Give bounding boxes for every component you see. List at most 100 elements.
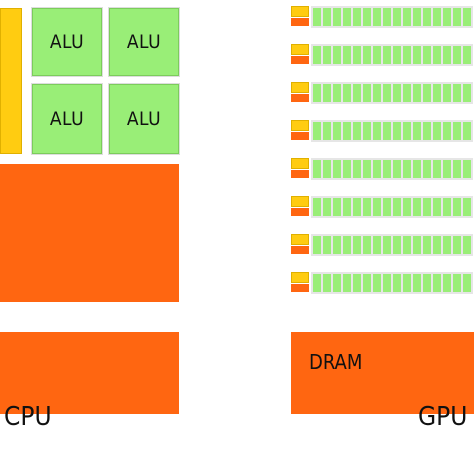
cpu-alu-4: ALU: [109, 84, 179, 154]
gpu-alu-cell: [343, 84, 351, 102]
gpu-alu-cell: [333, 198, 341, 216]
gpu-alu-cell: [423, 236, 431, 254]
gpu-cache-block: [291, 56, 309, 64]
gpu-alu-cell: [443, 274, 451, 292]
gpu-alu-cell: [353, 274, 361, 292]
gpu-alu-cell: [363, 236, 371, 254]
gpu-control-block: [291, 120, 309, 131]
gpu-alu-cell: [423, 46, 431, 64]
gpu-alu-cell: [343, 46, 351, 64]
gpu-row-control-cache: [291, 44, 309, 66]
gpu-control-block: [291, 234, 309, 245]
cpu-alu-3: ALU: [32, 84, 102, 154]
gpu-alu-cell: [453, 198, 461, 216]
gpu-alu-cell: [323, 84, 331, 102]
gpu-alu-cell: [443, 236, 451, 254]
gpu-alu-cell: [433, 160, 441, 178]
gpu-alu-cell: [353, 46, 361, 64]
gpu-alu-cell: [423, 274, 431, 292]
gpu-alu-cell: [313, 46, 321, 64]
gpu-alu-cell: [403, 274, 411, 292]
gpu-alu-cell: [353, 8, 361, 26]
gpu-alu-cell: [433, 198, 441, 216]
gpu-row: [291, 44, 473, 66]
gpu-alu-cell: [413, 198, 421, 216]
gpu-alu-cell: [403, 122, 411, 140]
gpu-alu-cell: [343, 198, 351, 216]
gpu-alu-cell: [433, 8, 441, 26]
gpu-alu-cell: [413, 8, 421, 26]
gpu-alu-cell: [453, 236, 461, 254]
gpu-alu-cell: [383, 274, 391, 292]
gpu-alu-cell: [423, 198, 431, 216]
gpu-row-control-cache: [291, 6, 309, 28]
gpu-alu-cell: [343, 236, 351, 254]
gpu-row-control-cache: [291, 120, 309, 142]
gpu-alu-cell: [393, 46, 401, 64]
gpu-row: [291, 120, 473, 142]
gpu-alu-cell: [323, 160, 331, 178]
gpu-alu-cell: [433, 122, 441, 140]
gpu-alu-cell: [413, 274, 421, 292]
gpu-alu-cell: [313, 122, 321, 140]
gpu-alu-cell: [333, 274, 341, 292]
gpu-alu-cell: [313, 160, 321, 178]
gpu-alu-cell: [353, 84, 361, 102]
gpu-alu-cell: [363, 198, 371, 216]
gpu-alu-cell: [403, 8, 411, 26]
gpu-alu-cell: [423, 84, 431, 102]
gpu-alu-row: [311, 272, 473, 294]
gpu-alu-cell: [403, 198, 411, 216]
gpu-alu-cell: [373, 274, 381, 292]
gpu-alu-row: [311, 120, 473, 142]
gpu-alu-cell: [383, 8, 391, 26]
gpu-alu-cell: [463, 46, 471, 64]
gpu-alu-cell: [333, 46, 341, 64]
gpu-alu-cell: [373, 46, 381, 64]
gpu-alu-cell: [413, 160, 421, 178]
gpu-alu-cell: [363, 122, 371, 140]
gpu-row-control-cache: [291, 196, 309, 218]
gpu-alu-cell: [463, 84, 471, 102]
gpu-alu-cell: [443, 198, 451, 216]
gpu-alu-cell: [363, 160, 371, 178]
gpu-alu-cell: [353, 236, 361, 254]
gpu-alu-cell: [433, 236, 441, 254]
gpu-alu-cell: [373, 160, 381, 178]
gpu-alu-cell: [463, 236, 471, 254]
gpu-alu-cell: [393, 8, 401, 26]
gpu-alu-cell: [313, 198, 321, 216]
gpu-control-block: [291, 82, 309, 93]
gpu-alu-cell: [323, 122, 331, 140]
gpu-control-block: [291, 158, 309, 169]
gpu-cache-block: [291, 94, 309, 102]
gpu-alu-cell: [423, 8, 431, 26]
gpu-alu-cell: [443, 84, 451, 102]
gpu-caption: GPU: [418, 402, 468, 432]
cpu-control-block: [0, 8, 22, 154]
gpu-alu-cell: [363, 84, 371, 102]
gpu-alu-cell: [393, 84, 401, 102]
gpu-dram-block: DRAM: [291, 332, 474, 414]
gpu-alu-cell: [393, 122, 401, 140]
gpu-control-block: [291, 272, 309, 283]
gpu-alu-row: [311, 82, 473, 104]
gpu-alu-cell: [423, 122, 431, 140]
gpu-control-block: [291, 44, 309, 55]
gpu-alu-cell: [333, 160, 341, 178]
gpu-alu-row: [311, 196, 473, 218]
gpu-control-block: [291, 6, 309, 17]
gpu-alu-cell: [453, 8, 461, 26]
gpu-alu-cell: [383, 160, 391, 178]
gpu-alu-row: [311, 234, 473, 256]
gpu-alu-cell: [463, 122, 471, 140]
gpu-alu-cell: [433, 46, 441, 64]
gpu-alu-cell: [343, 8, 351, 26]
gpu-row: [291, 6, 473, 28]
gpu-alu-cell: [363, 46, 371, 64]
gpu-alu-cell: [333, 8, 341, 26]
gpu-row-control-cache: [291, 158, 309, 180]
gpu-alu-cell: [393, 274, 401, 292]
gpu-alu-cell: [393, 160, 401, 178]
gpu-alu-cell: [423, 160, 431, 178]
